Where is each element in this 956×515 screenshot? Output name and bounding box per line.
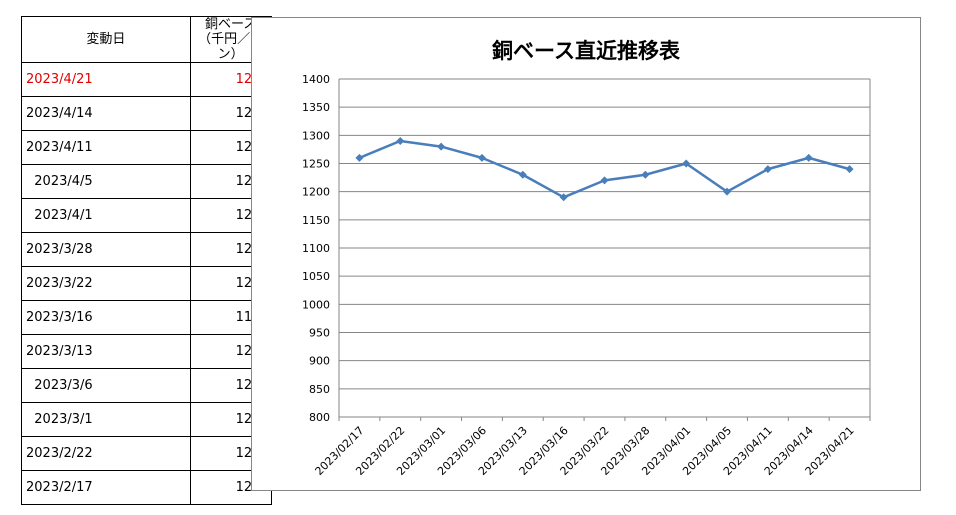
data-point: [641, 170, 650, 179]
line-chart: 800 850 900 950 1000 1050 1100 1150 1200 1250 1300…: [302, 73, 871, 478]
data-point: [763, 165, 772, 174]
table-row: 2023/2/171260: [21, 470, 272, 505]
change-date-cell: 2023/4/14: [21, 96, 191, 131]
copper-price-table: 変動日 銅ベース （千円／トン） 2023/4/2112402023/4/141…: [21, 16, 272, 505]
change-date-cell: 2023/3/16: [21, 300, 191, 335]
y-tick-label: 1100: [302, 242, 330, 255]
change-date-cell: 2023/3/13: [21, 334, 191, 369]
data-point: [723, 187, 732, 196]
table-header-row: 変動日 銅ベース （千円／トン）: [21, 16, 272, 63]
table-row: 2023/3/131230: [21, 334, 272, 369]
y-tick-label: 800: [309, 411, 330, 424]
data-point: [600, 176, 609, 185]
data-point: [396, 136, 405, 145]
change-date-cell: 2023/4/1: [21, 198, 191, 233]
change-date-cell: 2023/4/21: [21, 62, 191, 97]
change-date-cell: 2023/2/17: [21, 470, 191, 505]
y-tick-label: 1150: [302, 214, 330, 227]
data-point: [477, 153, 486, 162]
change-date-cell: 2023/3/28: [21, 232, 191, 267]
data-point: [355, 153, 364, 162]
table-row: 2023/3/161190: [21, 300, 272, 335]
table-row: 2023/4/51200: [21, 164, 272, 199]
table-row: 2023/3/61260: [21, 368, 272, 403]
change-date-cell: 2023/2/22: [21, 436, 191, 471]
table-row: 2023/3/281230: [21, 232, 272, 267]
y-tick-label: 850: [309, 383, 330, 396]
header-change-date: 変動日: [21, 16, 191, 63]
y-tick-label: 1350: [302, 101, 330, 114]
data-point: [518, 170, 527, 179]
y-tick-label: 1400: [302, 73, 330, 86]
chart-area: 銅ベース直近推移表 800 850 900 950 1000 1050 1100 1150 12…: [251, 17, 921, 491]
change-date-cell: 2023/3/22: [21, 266, 191, 301]
table-row: 2023/4/11250: [21, 198, 272, 233]
data-point: [845, 165, 854, 174]
y-tick-label: 1000: [302, 298, 330, 311]
table-row: 2023/3/11280: [21, 402, 272, 437]
table-row: 2023/4/141260: [21, 96, 272, 131]
data-point: [437, 142, 446, 151]
change-date-cell: 2023/4/11: [21, 130, 191, 165]
data-point: [804, 153, 813, 162]
series-line: [358, 139, 850, 199]
y-tick-label: 950: [309, 327, 330, 340]
header-unit-label: （千円／トン）: [198, 32, 264, 62]
y-tick-label: 1250: [302, 158, 330, 171]
change-date-cell: 2023/3/1: [21, 402, 191, 437]
change-date-cell: 2023/4/5: [21, 164, 191, 199]
table-row: 2023/2/221290: [21, 436, 272, 471]
table-row: 2023/4/111240: [21, 130, 272, 165]
y-tick-label: 1300: [302, 129, 330, 142]
change-date-cell: 2023/3/6: [21, 368, 191, 403]
y-tick-label: 1200: [302, 186, 330, 199]
y-tick-label: 900: [309, 355, 330, 368]
header-copper-base-label: 銅ベース: [204, 17, 257, 32]
y-tick-label: 1050: [302, 270, 330, 283]
data-point: [559, 193, 568, 202]
table-body: 2023/4/2112402023/4/1412602023/4/1112402…: [21, 62, 272, 505]
data-point: [682, 159, 691, 168]
table-row: 2023/4/211240: [21, 62, 272, 97]
table-row: 2023/3/221220: [21, 266, 272, 301]
chart-title: 銅ベース直近推移表: [492, 39, 680, 63]
